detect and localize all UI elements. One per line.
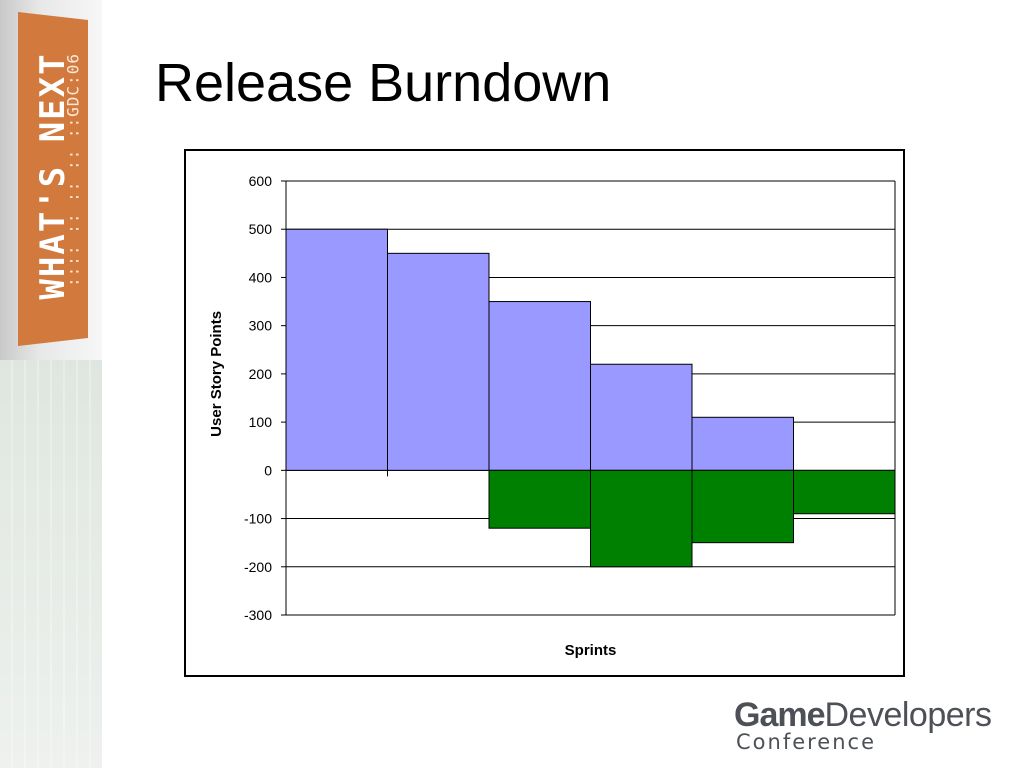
banner-subtext: :::: :: :: :: ::GDC:06 <box>63 53 83 287</box>
y-tick-label: 500 <box>249 221 273 237</box>
bar-series-2 <box>691 469 794 544</box>
y-tick-label: -200 <box>244 559 272 575</box>
y-tick-label: 300 <box>249 318 273 334</box>
bar-series-2 <box>793 469 896 515</box>
logo-conference: Conference <box>736 730 877 754</box>
bar-series-2 <box>590 469 693 568</box>
logo-game: Game <box>734 696 825 734</box>
y-tick-label: -300 <box>244 607 272 623</box>
y-tick-label: 200 <box>249 366 273 382</box>
chart-frame: 600 500 400 300 200 100 0 -100 -200 -300 Sprints Us… <box>184 149 905 677</box>
y-tick-label: -100 <box>244 511 272 527</box>
y-tick-label: 600 <box>249 173 273 189</box>
bar-series-1 <box>285 228 388 471</box>
bar-series-1 <box>488 301 591 471</box>
slide-title: Release Burndown <box>155 53 612 113</box>
bar-series-2 <box>488 469 591 529</box>
sidebar-decoration: WHAT'S NEXT :::: :: :: :: ::GDC:06 <box>0 0 102 768</box>
y-tick-label: 0 <box>264 462 272 478</box>
x-axis-label: Sprints <box>565 642 617 659</box>
bar-series-1 <box>387 252 490 471</box>
bar-series-1 <box>691 416 794 471</box>
gdc-banner <box>18 12 88 346</box>
y-axis-label: User Story Points <box>208 311 225 437</box>
burndown-chart: 600 500 400 300 200 100 0 -100 -200 -300 Sprints Us… <box>208 173 896 659</box>
bar-series-1 <box>590 363 693 471</box>
y-tick-label: 400 <box>249 269 273 285</box>
logo-developers: Developers <box>824 696 992 734</box>
sidebar-stripes <box>0 360 102 768</box>
gdc-logo: GameDevelopers <box>734 696 992 735</box>
y-tick-label: 100 <box>249 414 273 430</box>
